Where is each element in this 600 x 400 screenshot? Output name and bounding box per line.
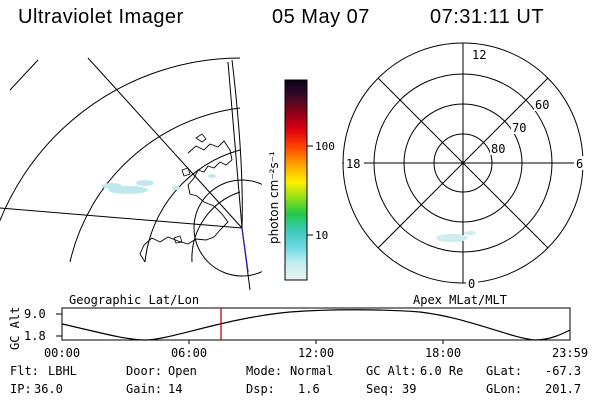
mlt-line-diagonal [377,77,549,249]
info-dsp-value: 1.6 [298,382,320,396]
ground-track [241,227,249,273]
info-gcalt-value: 6.0 Re [420,364,464,378]
longitude-line [0,207,243,229]
info-flt-label: Flt: [10,364,39,378]
app-title: Ultraviolet Imager [18,6,184,28]
info-mode-label: Mode: [246,364,283,378]
geographic-map [0,57,262,290]
island-outline [173,235,183,244]
mlt-label-18: 18 [346,157,360,171]
latitude-arc [0,57,241,222]
longitude-line [231,59,243,229]
info-dsp-label: Dsp: [246,382,275,396]
longitude-line [227,61,243,229]
info-glon-value: 201.7 [545,382,582,396]
auroral-emission [102,174,216,194]
antarctic-coastline [139,140,233,263]
orbit-ytick-label: 9.0 [24,307,46,321]
info-ip-value: 36.0 [34,382,63,396]
orbit-xtick-label: 18:00 [425,346,461,360]
latitude-arc [144,149,241,263]
polar-plot [342,42,584,284]
info-mode-value: Normal [290,364,334,378]
colorbar-tick-label: 10 [315,229,328,242]
info-flt-value: LBHL [48,364,77,378]
latitude-arc [191,191,241,263]
geographic-panel-label: Geographic Lat/Lon [69,293,200,307]
info-seq-label: Seq: [366,382,395,396]
orbit-ylabel: GC Alt [8,307,22,350]
island-outline [181,167,191,177]
info-seq-value: 39 [402,382,417,396]
orbit-plot-frame [61,307,571,341]
mlt-label-6: 6 [576,157,583,171]
island-outline [195,133,207,143]
info-gain-value: 14 [168,382,183,396]
orbit-xtick-label: 06:00 [171,346,207,360]
time-label: 07:31:11 UT [430,6,545,28]
info-glat-label: GLat: [486,364,523,378]
lat-label-60: 60 [535,98,549,112]
colorbar-unit-label: photon cm⁻²s⁻¹ [267,151,281,244]
orbit-xtick-label: 23:59 [552,346,588,360]
colorbar-tick-label: 100 [315,140,335,153]
colorbar [284,79,308,281]
info-gcalt-label: GC Alt: [366,364,417,378]
longitude-line [87,57,243,229]
info-glat-value: -67.3 [545,364,582,378]
info-door-value: Open [168,364,197,378]
mlt-label-12: 12 [472,48,486,62]
polar-auroral-emission [436,231,476,242]
info-ip-label: IP: [10,382,32,396]
mlt-label-0: 0 [468,277,475,291]
apex-panel-label: Apex MLat/MLT [413,293,507,307]
lat-label-70: 70 [512,121,526,135]
info-gain-label: Gain: [126,382,163,396]
orbit-ytick-label: 1.8 [24,329,46,343]
altitude-curve [61,309,571,341]
date-label: 05 May 07 [272,6,370,28]
info-door-label: Door: [126,364,163,378]
orbit-xtick-label: 00:00 [44,346,80,360]
latitude-arc [69,107,241,263]
orbit-xtick-label: 12:00 [298,346,334,360]
longitude-line [9,59,39,91]
lat-label-80: 80 [491,142,505,156]
info-glon-label: GLon: [486,382,523,396]
orbit-plot [56,307,571,344]
